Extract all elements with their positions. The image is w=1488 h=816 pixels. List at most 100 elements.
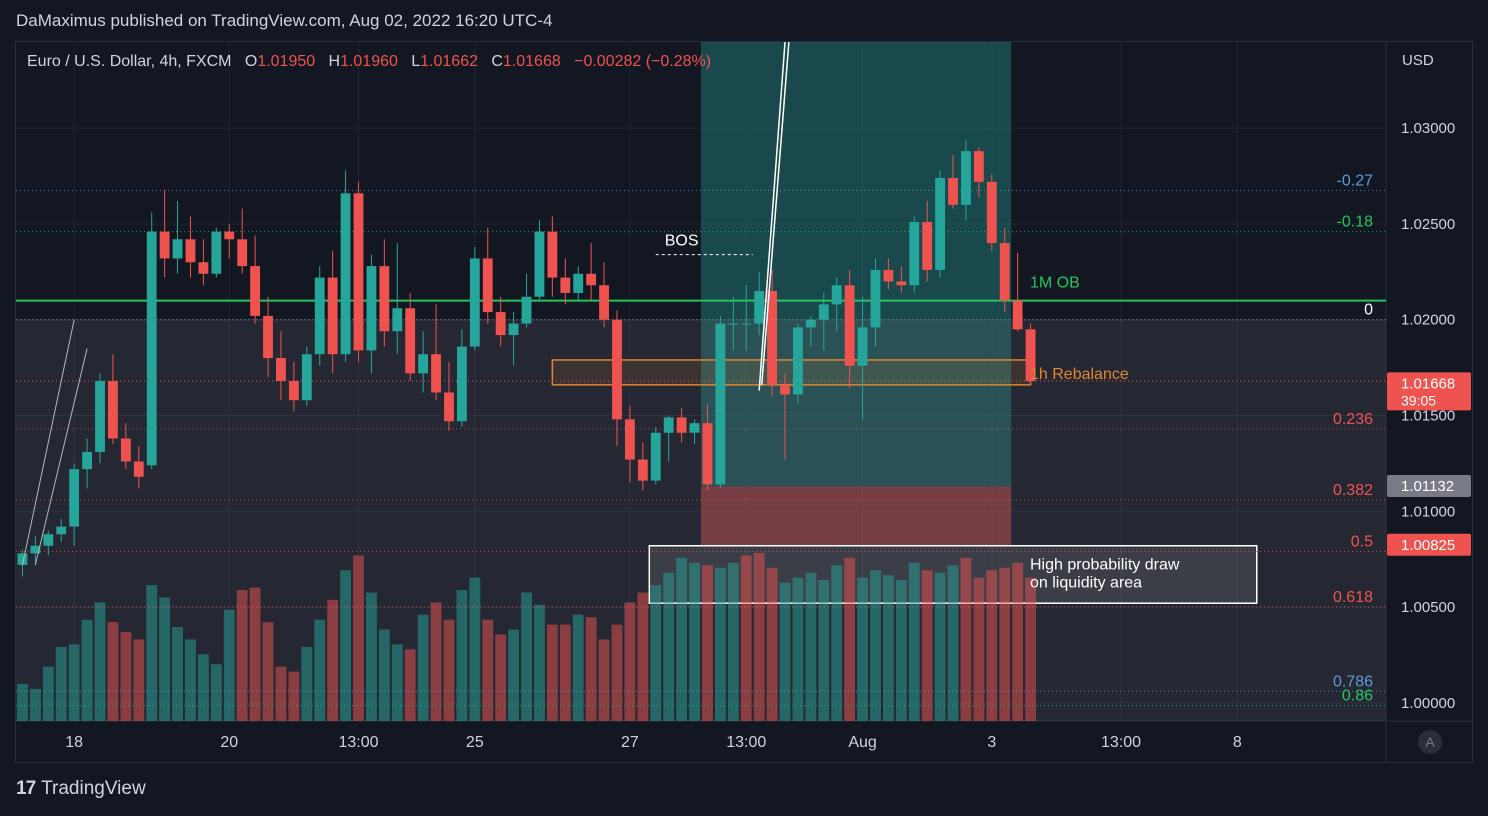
volume-bar bbox=[598, 639, 610, 721]
candle-body bbox=[30, 545, 41, 554]
candle-body bbox=[431, 354, 441, 393]
candle-body bbox=[108, 381, 118, 439]
candle-body bbox=[482, 258, 493, 313]
candle-body bbox=[650, 432, 661, 481]
legend-high: 1.01960 bbox=[340, 53, 398, 70]
candle-body bbox=[288, 381, 299, 401]
volume-bar bbox=[844, 557, 856, 721]
volume-bar bbox=[947, 565, 959, 721]
candle-body bbox=[935, 177, 946, 270]
x-tick-label: 3 bbox=[987, 734, 996, 751]
candle-body bbox=[534, 231, 545, 297]
brand-name: TradingView bbox=[41, 778, 146, 799]
candle-body bbox=[69, 469, 80, 527]
volume-bar bbox=[572, 614, 584, 721]
candle-body bbox=[961, 151, 971, 205]
x-tick-label: 13:00 bbox=[338, 734, 378, 751]
volume-bar bbox=[624, 602, 636, 721]
volume-bar bbox=[107, 622, 119, 721]
fib-label: 0 bbox=[1364, 302, 1373, 319]
candle-body bbox=[95, 381, 105, 452]
liquidity-label-line1: High probability draw bbox=[1030, 557, 1180, 574]
volume-bar bbox=[805, 572, 817, 721]
volume-bar bbox=[262, 622, 274, 721]
publisher-header: DaMaximus published on TradingView.com, … bbox=[16, 11, 553, 30]
candle-body bbox=[767, 290, 777, 385]
price-label-box bbox=[1387, 372, 1471, 411]
legend-close-label: C bbox=[491, 53, 503, 70]
volume-bar bbox=[766, 567, 778, 721]
candle-body bbox=[818, 304, 829, 320]
candle-body bbox=[456, 346, 467, 422]
auto-scale-button bbox=[1418, 730, 1442, 754]
volume-bar bbox=[495, 634, 507, 721]
candle-body bbox=[211, 231, 222, 274]
volume-bar bbox=[68, 644, 80, 721]
volume-bar bbox=[986, 570, 998, 721]
impulse-line bbox=[760, 41, 790, 385]
volume-bar bbox=[908, 562, 920, 721]
y-tick-label: 1.00500 bbox=[1401, 599, 1455, 616]
candle-body bbox=[314, 277, 325, 355]
volume-bar bbox=[559, 624, 571, 721]
candle-body bbox=[133, 461, 144, 477]
volume-bar bbox=[42, 666, 54, 721]
y-tick-label: 1.02500 bbox=[1401, 216, 1455, 233]
candle-body bbox=[353, 193, 364, 351]
candle-body bbox=[599, 285, 609, 320]
volume-bar bbox=[94, 602, 106, 721]
candle-body bbox=[857, 327, 868, 366]
tradingview-brand[interactable]: 17 TradingView bbox=[16, 778, 146, 800]
price-label-text: 1.00825 bbox=[1401, 537, 1455, 554]
x-tick-label: 20 bbox=[220, 734, 238, 751]
fib-label: 0.236 bbox=[1333, 411, 1373, 428]
candle-body bbox=[573, 273, 584, 293]
axis-layer: USD 1.03000 1.02500 1.02000 1.01500 1.01000 1.… bbox=[65, 52, 1471, 754]
volume-bar bbox=[921, 570, 933, 721]
volume-bar bbox=[521, 592, 532, 721]
candle-body bbox=[327, 277, 338, 355]
candle-body bbox=[715, 323, 726, 485]
candle-body bbox=[392, 308, 403, 332]
volume-bar bbox=[275, 666, 287, 721]
legend-open: 1.01950 bbox=[257, 53, 316, 70]
volume-bar bbox=[236, 590, 248, 721]
volume-bar bbox=[301, 646, 313, 721]
liquidity-label-line2: on liquidity area bbox=[1030, 575, 1142, 592]
x-tick-label: Aug bbox=[848, 734, 876, 751]
candle-body bbox=[224, 231, 235, 240]
volume-bar bbox=[133, 639, 145, 721]
volume-bar bbox=[973, 577, 985, 721]
volume-bar bbox=[740, 555, 752, 721]
price-label-countdown: 39:05 bbox=[1401, 392, 1436, 408]
volume-bar bbox=[676, 557, 688, 721]
candle-body bbox=[560, 277, 571, 293]
candle-body bbox=[973, 151, 984, 182]
volume-bar bbox=[314, 619, 326, 721]
candle-body bbox=[405, 308, 416, 374]
fib-label: 0.86 bbox=[1342, 688, 1373, 705]
volume-bar bbox=[81, 619, 93, 721]
candle-body bbox=[1025, 329, 1036, 382]
candle-body bbox=[612, 319, 622, 420]
volume-bar bbox=[960, 557, 972, 721]
volume-bar bbox=[210, 664, 222, 721]
candle-body bbox=[366, 266, 377, 351]
volume-bar bbox=[727, 562, 739, 721]
volume-bar bbox=[340, 570, 352, 721]
rebalance-label: 1h Rebalance bbox=[1030, 366, 1129, 383]
candle-body bbox=[301, 354, 312, 401]
fib-label: 0.382 bbox=[1333, 482, 1373, 499]
currency-label: USD bbox=[1402, 52, 1434, 69]
fib-label: -0.27 bbox=[1337, 172, 1374, 189]
volume-bar bbox=[650, 585, 662, 721]
candle-body bbox=[625, 419, 635, 460]
candle-body bbox=[702, 423, 713, 485]
candle-body bbox=[948, 177, 958, 205]
volume-bar bbox=[185, 639, 196, 721]
y-tick-label: 1.01000 bbox=[1401, 503, 1455, 520]
candle-body bbox=[896, 281, 907, 286]
volume-bar bbox=[831, 565, 843, 721]
y-tick-label: 1.03000 bbox=[1401, 120, 1455, 137]
